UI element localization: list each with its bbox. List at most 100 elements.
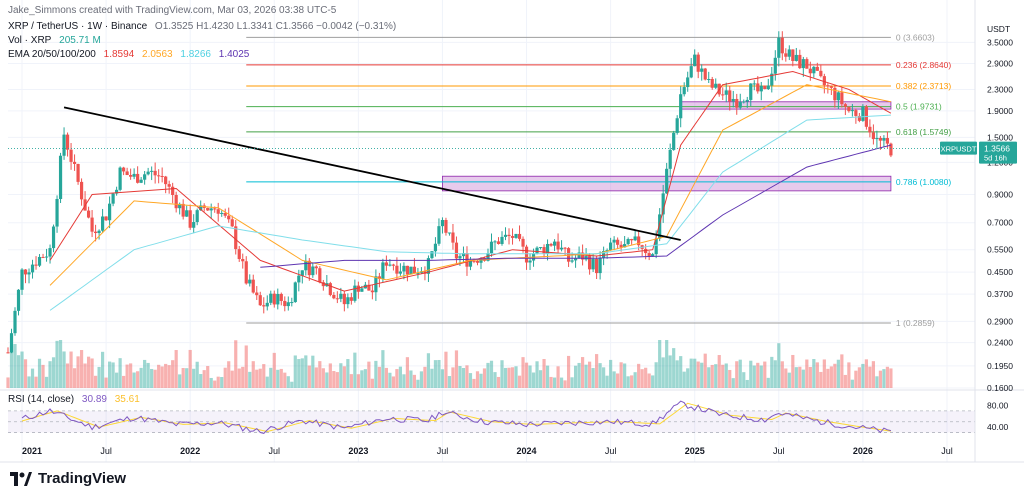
volume-bar [668,355,672,388]
volume-bar [528,365,532,388]
volume-bar [115,372,119,388]
volume-bar [346,359,350,388]
volume-bar [139,367,143,388]
volume-bar [871,361,875,388]
volume-bar [181,368,185,388]
volume-bar [545,365,550,388]
volume-bar [756,362,760,388]
candle-body [248,279,252,284]
candle-body [258,295,262,306]
candle-body [174,194,178,209]
volume-bar [69,351,73,388]
candle-body [412,266,417,273]
volume-bar [153,369,157,388]
candle-body [703,68,707,80]
candle-body [321,282,325,287]
candle-body [230,219,234,227]
candle-body [244,261,248,284]
candle-body [647,253,651,257]
candle-body [20,269,24,290]
candle-body [55,199,59,227]
candle-body [503,234,508,237]
volume-bar [878,370,883,388]
volume-bar [206,366,210,388]
volume-bar [437,359,441,388]
candle-body [493,241,497,243]
candle-body [654,238,658,255]
volume-bar [122,375,126,388]
candle-body [164,176,168,185]
volume-bar [286,376,290,388]
volume-bar [174,350,178,388]
volume-bar [482,368,487,388]
candle-body [885,138,890,144]
candle-body [458,256,462,259]
volume-bar [13,344,17,388]
candle-body [573,258,578,261]
volume-bar [864,359,868,388]
candle-body [185,210,189,217]
volume-bar [234,340,238,388]
volume-bar [566,355,571,388]
candle-body [353,285,357,301]
volume-bar [588,361,592,388]
volume-bar [297,359,301,388]
candle-body [234,226,238,250]
candle-body [882,138,886,141]
candle-body [875,137,879,140]
candle-body [612,239,616,243]
fib-level-label: 0 (3.6603) [896,32,935,42]
candle-body [510,236,515,238]
candle-body [542,247,546,254]
candle-body [871,132,875,140]
volume-bar [742,372,746,388]
candle-body [426,258,431,274]
candle-body [626,239,630,245]
candle-body [658,214,662,239]
candle-body [139,179,143,183]
tradingview-brand[interactable]: TradingView [10,470,126,487]
volume-bar [875,376,879,388]
candle-body [100,216,105,231]
rsi-legend: RSI (14, close) 30.89 35.61 [8,394,140,405]
candle-body [829,86,833,88]
price-tick-label: 1.9000 [987,106,1013,116]
volume-bar [440,369,445,388]
volume-bar [552,377,557,388]
candle-body [731,98,735,102]
volume-bar [62,351,66,388]
volume-bar [619,362,623,388]
volume-bar [325,372,329,388]
candle-body [402,265,406,272]
volume-bar [524,362,529,388]
candle-body [616,239,620,245]
candle-body [524,246,529,263]
candle-body [623,244,627,248]
candle-body [479,258,483,263]
candle-body [749,83,753,100]
candle-body [6,352,10,354]
candle-body [398,271,403,274]
candle-body [346,297,350,305]
volume-bar [637,363,641,388]
volume-bar [731,378,735,388]
candle-body [213,208,217,210]
candle-body [41,256,45,258]
candle-body [122,167,126,172]
volume-bar [44,376,49,388]
fib-level-label: 1 (0.2859) [896,318,935,328]
time-tick-label: 2023 [348,446,368,456]
candle-body [416,272,420,274]
candle-body [108,203,112,221]
volume-bar [461,367,466,388]
candle-body [16,289,21,311]
volume-bar [129,363,133,388]
volume-bar [269,367,273,388]
price-badge-countdown: 5d 16h [984,154,1007,163]
volume-bar [300,358,304,388]
volume-bar [573,365,578,388]
brand-name: TradingView [38,470,127,487]
volume-bar [672,348,676,388]
volume-bar [164,363,168,388]
